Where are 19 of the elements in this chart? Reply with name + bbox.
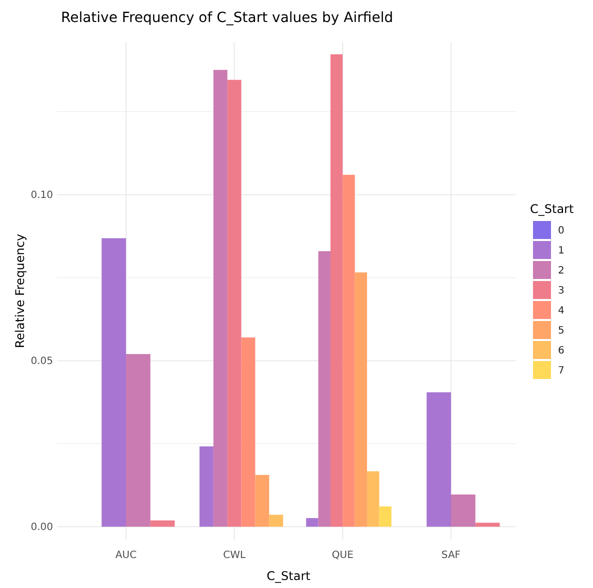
x-tick-label: QUE	[332, 550, 354, 561]
y-tick-label: 0.05	[30, 356, 53, 368]
legend-label: 2	[558, 266, 564, 276]
x-tick-label: SAF	[441, 550, 461, 561]
legend-label: 4	[558, 306, 564, 316]
legend-label: 1	[558, 246, 564, 256]
legend-label: 0	[558, 226, 564, 236]
chart-title: Relative Frequency of C_Start values by Airfield	[61, 10, 394, 26]
y-tick-label: 0.10	[30, 190, 53, 202]
x-tick-label: AUC	[115, 550, 137, 561]
x-tick-label: CWL	[223, 550, 246, 561]
x-axis-title: C_Start	[266, 569, 311, 583]
legend-label: 6	[558, 346, 564, 356]
legend-label: 3	[558, 286, 564, 296]
y-axis-title: Relative Frequency	[13, 234, 27, 348]
legend-label: 7	[558, 366, 564, 376]
legend-label: 5	[558, 326, 564, 336]
y-tick-label: 0.00	[30, 522, 53, 534]
legend-title: C_Start	[530, 202, 574, 216]
